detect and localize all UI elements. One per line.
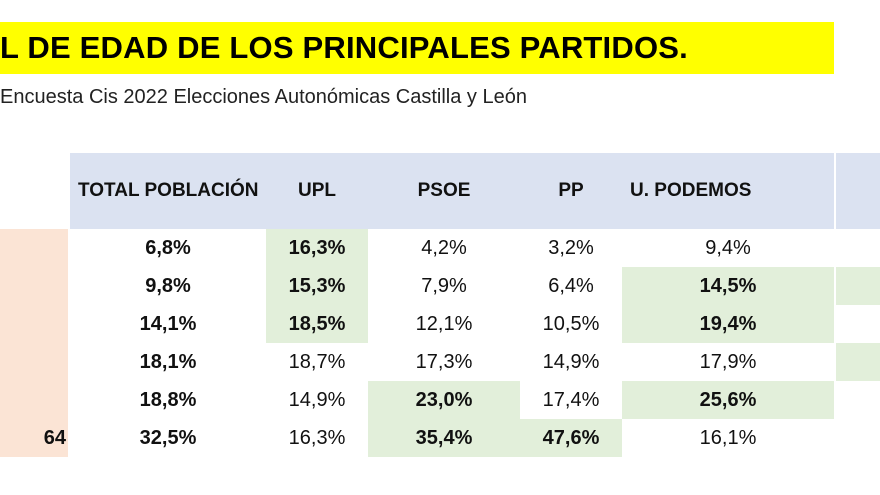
header-u-podemos: U. PODEMOS: [622, 153, 834, 229]
cell-psoe: 17,3%: [415, 350, 473, 373]
cell-total: 18,8%: [139, 388, 197, 411]
cell-psoe: 7,9%: [421, 274, 467, 297]
cell-pp: 6,4%: [548, 274, 594, 297]
cell-podemos: 25,6%: [622, 381, 834, 419]
header-upl: UPL: [266, 153, 368, 229]
header-total-poblacion: TOTAL POBLACIÓN: [70, 153, 266, 229]
header-pp: PP: [520, 153, 622, 229]
title-highlight: [0, 22, 834, 74]
row-label: [0, 343, 68, 381]
cell-total: 6,8%: [145, 236, 191, 259]
header-cut-off: [836, 153, 880, 229]
cell-total: 14,1%: [139, 312, 197, 335]
cell-pp: 17,4%: [542, 388, 600, 411]
cell-cut-off: [836, 267, 880, 305]
cell-total: 32,5%: [139, 426, 197, 449]
row-label: [0, 229, 68, 267]
cell-psoe: 12,1%: [415, 312, 473, 335]
row-label: [0, 305, 68, 343]
cell-psoe: 4,2%: [421, 236, 467, 259]
row-label: [0, 381, 68, 419]
cell-psoe: 23,0%: [368, 381, 520, 419]
header-psoe: PSOE: [368, 153, 520, 229]
cell-upl: 15,3%: [266, 267, 368, 305]
cell-upl: 14,9%: [288, 388, 346, 411]
cell-upl: 16,3%: [288, 426, 346, 449]
cell-podemos: 17,9%: [699, 350, 757, 373]
cell-total: 9,8%: [145, 274, 191, 297]
cell-podemos: 14,5%: [622, 267, 834, 305]
cell-total: 18,1%: [139, 350, 197, 373]
cell-psoe: 35,4%: [368, 419, 520, 457]
row-label: 64: [0, 419, 68, 457]
cell-podemos: 19,4%: [622, 305, 834, 343]
row-label: [0, 267, 68, 305]
page-title: L DE EDAD DE LOS PRINCIPALES PARTIDOS.: [0, 30, 688, 65]
cell-pp: 47,6%: [520, 419, 622, 457]
page-subtitle: Encuesta Cis 2022 Elecciones Autonómicas…: [0, 86, 527, 108]
cell-pp: 10,5%: [542, 312, 600, 335]
cell-upl: 18,5%: [266, 305, 368, 343]
cell-cut-off: [836, 343, 880, 381]
cell-pp: 3,2%: [548, 236, 594, 259]
cell-upl: 18,7%: [288, 350, 346, 373]
cell-pp: 14,9%: [542, 350, 600, 373]
cell-podemos: 16,1%: [699, 426, 757, 449]
cell-podemos: 9,4%: [705, 236, 751, 259]
cell-upl: 16,3%: [266, 229, 368, 267]
